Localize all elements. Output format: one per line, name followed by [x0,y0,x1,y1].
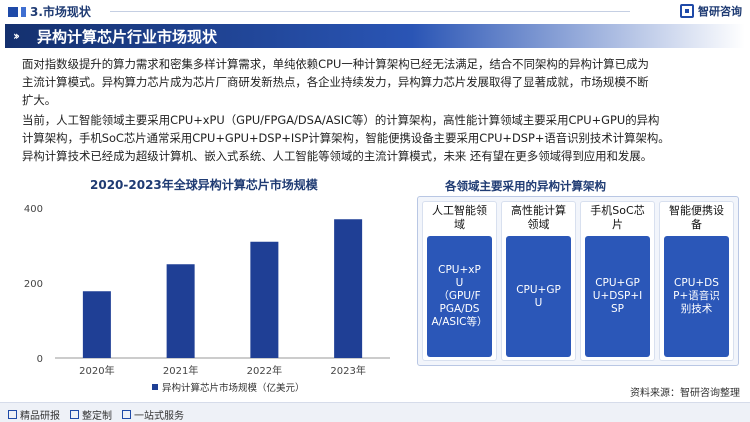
x-tick-label: 2023年 [330,364,365,377]
top-rule [110,11,630,12]
diagram-column-soc: 手机SoC芯 片 CPU+GP U+DSP+I SP [580,201,655,361]
footer-item-label: 一站式服务 [134,411,184,422]
diagram-column-ai: 人工智能领 域 CPU+xP U （GPU/F PGA/DS A/ASIC等） [422,201,497,361]
footer-item-reports: 精品研报 [8,407,60,422]
body-paragraph-2: 当前，人工智能领域主要采用CPU+xPU（GPU/FPGA/DSA/ASIC等）… [22,113,670,163]
diagram-column-content: CPU+DS P+语音识 别技术 [664,236,729,357]
x-tick-label: 2021年 [163,364,198,377]
diagram-column-heading: 智能便携设 备 [669,204,724,231]
custom-icon [70,410,79,419]
page-title: 异构计算芯片行业市场现状 [37,28,218,46]
footer-item-label: 整定制 [82,411,112,422]
diagram-column-content: CPU+xP U （GPU/F PGA/DS A/ASIC等） [427,236,492,357]
bar [166,264,195,358]
brand-logo-text: 智研咨询 [698,5,742,18]
y-tick-label: 200 [24,279,43,290]
x-tick-label: 2022年 [247,364,282,377]
market-size-chart: 0 200 400 2020年 2021年 2022年 2023年异构计算芯片市场规模（亿美… [24,204,390,394]
footer-item-custom: 整定制 [70,407,112,422]
body-paragraph-1: 面对指数级提升的算力需求和密集多样计算需求，单纯依赖CPU一种计算架构已经无法满… [22,57,649,107]
top-bar: 3.市场现状 智研咨询 [0,0,750,22]
footer-item-service: 一站式服务 [122,407,184,422]
diagram-column-hpc: 高性能计算 领域 CPU+GP U [501,201,576,361]
brand-logo: 智研咨询 [680,3,742,19]
footer-item-label: 精品研报 [20,411,60,422]
diagram-column-content: CPU+GP U [506,236,571,357]
brand-logo-icon [680,4,694,18]
footer-bar: 精品研报 整定制 一站式服务 [0,402,750,422]
section-label-text: 3.市场现状 [30,5,91,19]
diagram-column-heading: 高性能计算 领域 [511,204,566,231]
diagram-column-portable: 智能便携设 备 CPU+DS P+语音识 别技术 [659,201,734,361]
chart-title: 2020-2023年全球异构计算芯片市场规模 [90,178,318,192]
section-marker-icon [8,6,18,17]
double-chevron-icon: ›› [13,29,20,43]
legend-swatch [152,384,158,390]
y-tick-label: 0 [37,354,43,365]
bar [82,291,111,358]
section-label: 3.市场现状 [8,3,91,20]
section-marker-small-icon [21,6,26,17]
diagram-column-content: CPU+GP U+DSP+I SP [585,236,650,357]
title-banner: ›› 异构计算芯片行业市场现状 [5,24,745,48]
x-tick-label: 2020年 [79,364,114,377]
service-icon [122,410,131,419]
diagram-column-heading: 手机SoC芯 片 [590,204,645,231]
bar [334,219,363,358]
y-tick-label: 400 [24,204,43,215]
source-note: 资料来源：智研咨询整理 [630,388,740,399]
diagram-column-heading: 人工智能领 域 [432,204,487,231]
legend-label: 异构计算芯片市场规模（亿美元） [162,382,305,394]
bar [250,241,279,358]
diagram-title: 各领域主要采用的异构计算架构 [445,179,606,193]
report-icon [8,410,17,419]
